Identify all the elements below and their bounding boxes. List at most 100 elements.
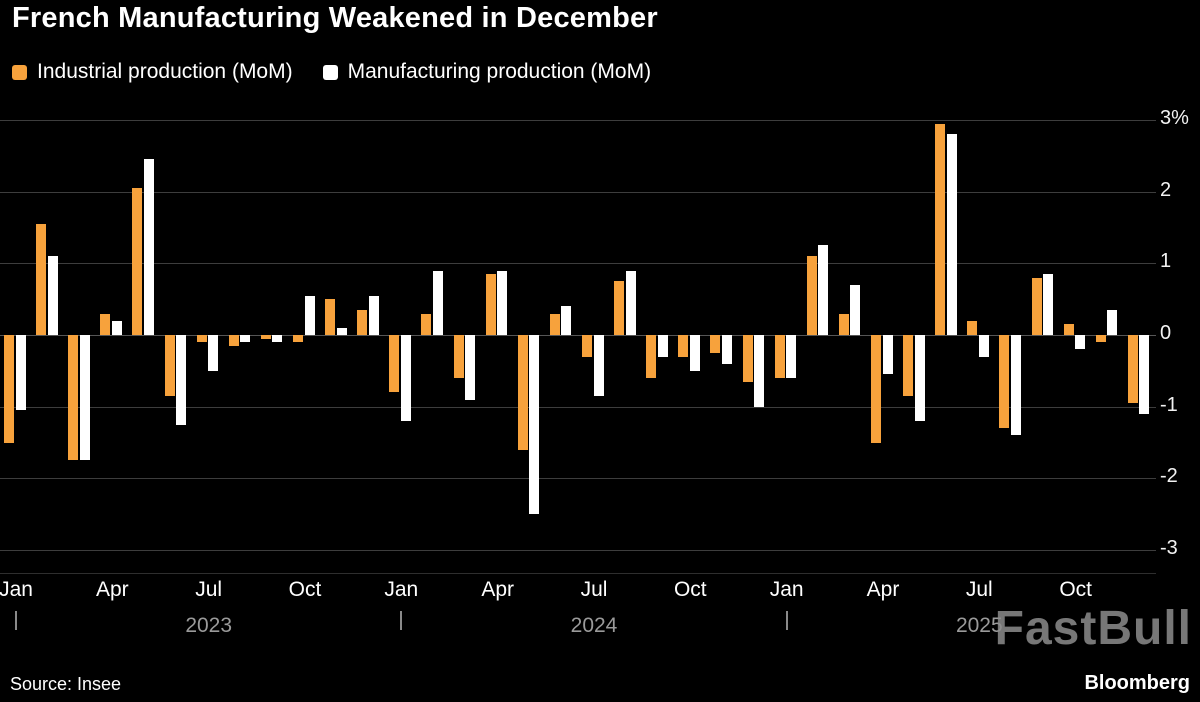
x-axis-month-label: Oct: [288, 578, 322, 601]
bar-industrial-sep-2025: [1031, 277, 1042, 335]
y-axis-tick-label: 0: [1160, 322, 1172, 344]
legend-swatch-manufacturing-icon: [322, 64, 338, 80]
bar-manufacturing-jun-2024: [561, 306, 572, 335]
y-axis-tick-label: -1: [1160, 393, 1178, 416]
x-axis-month-label: Oct: [673, 578, 707, 601]
bar-manufacturing-aug-2024: [625, 270, 636, 335]
bar-manufacturing-oct-2023: [304, 295, 315, 335]
legend-label-industrial: Industrial production (MoM): [37, 60, 293, 83]
bar-industrial-apr-2023: [100, 313, 111, 335]
bar-manufacturing-oct-2025: [1075, 335, 1086, 350]
bar-industrial-oct-2025: [1063, 324, 1074, 336]
bar-manufacturing-aug-2023: [240, 335, 251, 343]
x-axis-month-label: Jan: [384, 578, 419, 601]
bar-industrial-may-2025: [903, 335, 914, 396]
bar-manufacturing-feb-2025: [818, 245, 829, 335]
bar-manufacturing-jul-2024: [593, 335, 604, 396]
bar-industrial-oct-2023: [293, 335, 303, 343]
plot-area: [0, 104, 1156, 574]
gridline: [0, 406, 1156, 408]
bar-industrial-aug-2024: [614, 281, 625, 336]
bar-industrial-mar-2025: [838, 313, 849, 335]
gridline: [0, 191, 1156, 193]
bar-manufacturing-sep-2023: [272, 335, 283, 343]
y-axis-labels: 3% 2 1 0 -1 -2 -3: [1156, 104, 1200, 574]
year-label: 2024: [570, 614, 618, 637]
year-tick-mark: [15, 611, 17, 630]
bar-industrial-feb-2025: [806, 256, 817, 335]
bar-manufacturing-mar-2023: [79, 335, 90, 461]
x-axis-month-labels: Jan Apr Jul Oct Jan Apr Jul Oct Jan Apr Jul Oct: [0, 578, 1156, 606]
bar-manufacturing-sep-2024: [657, 335, 668, 357]
bar-manufacturing-dec-2023: [368, 295, 379, 335]
bar-manufacturing-apr-2023: [111, 320, 122, 335]
year-label: 2025: [955, 614, 1003, 637]
bar-manufacturing-feb-2023: [47, 256, 58, 335]
bar-industrial-mar-2024: [453, 335, 464, 378]
bloomberg-logo: Bloomberg: [1084, 672, 1190, 694]
y-axis-tick-label: 3%: [1160, 107, 1189, 129]
bar-industrial-jan-2023: [4, 335, 14, 443]
bar-industrial-may-2023: [132, 188, 143, 335]
x-axis-month-label: Jan: [769, 578, 804, 601]
bar-industrial-feb-2024: [421, 313, 432, 335]
legend-label-manufacturing: Manufacturing production (MoM): [347, 60, 652, 83]
bar-manufacturing-may-2025: [914, 335, 925, 421]
bar-industrial-feb-2023: [36, 223, 47, 335]
bar-industrial-jun-2025: [935, 123, 946, 335]
bar-industrial-mar-2023: [68, 335, 79, 461]
bar-industrial-may-2024: [517, 335, 528, 450]
gridline: [0, 550, 1156, 551]
x-axis-month-label: Oct: [1059, 578, 1093, 601]
bar-manufacturing-dec-2024: [754, 335, 765, 407]
bar-industrial-nov-2023: [325, 299, 336, 335]
bar-manufacturing-jun-2025: [946, 134, 957, 335]
bar-industrial-jun-2024: [549, 313, 560, 335]
gridline: [0, 478, 1156, 480]
bar-industrial-jan-2025: [774, 335, 785, 378]
bar-industrial-nov-2024: [710, 335, 721, 353]
x-axis-month-label: Jul: [195, 578, 223, 601]
bar-industrial-apr-2025: [871, 335, 881, 443]
bar-manufacturing-apr-2024: [497, 270, 508, 335]
bar-industrial-jan-2024: [389, 335, 400, 393]
x-axis-month-label: Apr: [95, 578, 129, 601]
x-axis-month-label: Jan: [0, 578, 33, 601]
bar-manufacturing-jan-2025: [786, 335, 797, 378]
bar-manufacturing-jan-2023: [15, 335, 26, 411]
legend-item-manufacturing: Manufacturing production (MoM): [322, 60, 652, 84]
year-tick-mark: [785, 611, 788, 630]
gridline: [0, 120, 1156, 121]
bar-manufacturing-mar-2024: [465, 335, 476, 400]
bar-manufacturing-dec-2025: [1139, 335, 1150, 414]
year-label: 2023: [185, 614, 233, 637]
bar-manufacturing-feb-2024: [432, 270, 443, 335]
bar-manufacturing-jan-2024: [400, 335, 411, 421]
bar-industrial-nov-2025: [1095, 335, 1106, 343]
bar-industrial-dec-2024: [742, 335, 753, 382]
x-axis-month-label: Jul: [965, 578, 993, 601]
zero-gridline: [0, 335, 1156, 336]
bar-manufacturing-jun-2023: [176, 335, 187, 425]
bar-industrial-aug-2025: [999, 335, 1010, 429]
source-label: Source: Insee: [10, 674, 122, 694]
x-axis-month-label: Apr: [866, 578, 900, 601]
bar-industrial-oct-2024: [678, 335, 689, 357]
bar-manufacturing-oct-2024: [689, 335, 700, 371]
bar-industrial-dec-2025: [1127, 335, 1138, 404]
bar-industrial-jun-2023: [164, 335, 175, 396]
bar-industrial-dec-2023: [357, 309, 368, 335]
bar-manufacturing-sep-2025: [1043, 274, 1054, 335]
bar-manufacturing-aug-2025: [1010, 335, 1021, 436]
x-axis-line: [0, 573, 1156, 574]
fastbull-watermark: FastBull: [994, 602, 1192, 655]
bar-manufacturing-nov-2025: [1107, 309, 1118, 335]
legend-swatch-industrial-icon: [12, 64, 27, 80]
year-tick-mark: [400, 611, 403, 630]
y-axis-tick-label: 1: [1160, 250, 1172, 273]
y-axis-tick-label: -3: [1160, 537, 1178, 559]
bar-manufacturing-nov-2023: [336, 327, 347, 335]
bar-industrial-sep-2024: [646, 335, 657, 378]
y-axis-tick-label: 2: [1160, 178, 1172, 201]
gridline: [0, 263, 1156, 265]
